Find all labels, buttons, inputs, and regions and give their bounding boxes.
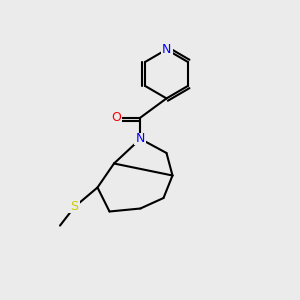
- FancyBboxPatch shape: [160, 44, 172, 55]
- FancyBboxPatch shape: [110, 112, 122, 123]
- FancyBboxPatch shape: [68, 201, 80, 213]
- Text: O: O: [112, 111, 121, 124]
- Text: N: N: [162, 43, 171, 56]
- Text: N: N: [136, 132, 145, 146]
- Text: S: S: [70, 200, 78, 214]
- FancyBboxPatch shape: [134, 133, 146, 145]
